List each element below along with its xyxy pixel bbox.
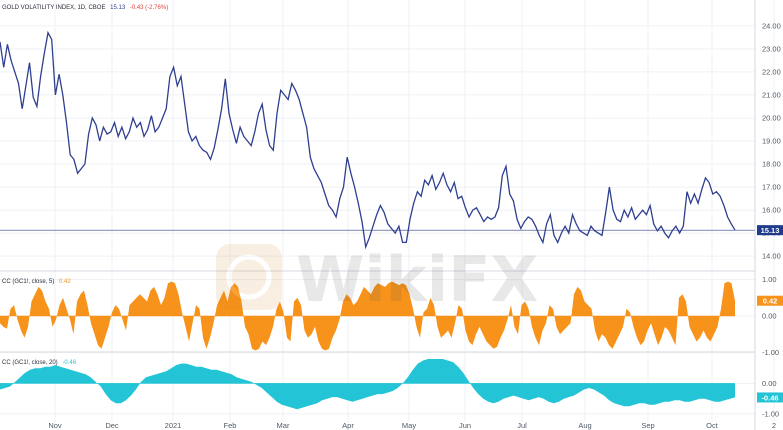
y-tick-label: 22.00 (762, 67, 781, 76)
y-tick-label: 19.00 (762, 137, 781, 146)
time-axis[interactable]: Nov Dec 2021 Feb Mar Apr May Jun Jul Aug Sep Oct 2 (48, 421, 776, 430)
cc5-legend: CC (GC1!, close, 5) 0.42 (2, 279, 71, 285)
y-tick-label: -1.00 (762, 409, 779, 418)
x-tick-label: Jul (517, 421, 527, 430)
last-value-label: 15.13 (761, 226, 780, 235)
price-line (0, 30, 736, 250)
y-tick-label: 21.00 (762, 90, 781, 99)
x-tick-label: Nov (48, 421, 62, 430)
last-value-tag (757, 295, 783, 306)
y-tick-label: 23.00 (762, 44, 781, 53)
x-tick-label: Oct (706, 421, 719, 430)
price-pane[interactable] (0, 30, 755, 250)
x-tick-label: Apr (342, 421, 354, 430)
y-tick-label: 16.00 (762, 206, 781, 215)
y-tick-label: 0.00 (762, 379, 777, 388)
x-tick-label: 2021 (165, 421, 182, 430)
y-tick-label: 20.00 (762, 113, 781, 122)
last-value-tag (757, 392, 783, 403)
x-tick-label: Jun (459, 421, 471, 430)
x-tick-label: 2 (772, 421, 776, 430)
y-tick-label: 1.00 (762, 275, 777, 284)
x-tick-label: Dec (105, 421, 119, 430)
y-tick-label: -1.00 (762, 348, 779, 357)
wikifx-watermark: WikiFX (216, 243, 538, 316)
y-tick-label: 18.00 (762, 160, 781, 169)
y-tick-label: 14.00 (762, 252, 781, 261)
area-fill (0, 359, 735, 410)
x-tick-label: May (402, 421, 416, 430)
cc20-pane[interactable] (0, 359, 735, 410)
x-tick-label: Aug (578, 421, 591, 430)
x-tick-label: Feb (224, 421, 237, 430)
symbol-legend: GOLD VOLATILITY INDEX, 1D, CBOE 15.13 -0… (2, 5, 168, 11)
last-value-label: 0.42 (763, 297, 778, 306)
cc20-legend: CC (GC1!, close, 20) -0.46 (2, 360, 77, 366)
y-tick-label: 24.00 (762, 21, 781, 30)
y-tick-label: 0.00 (762, 312, 777, 321)
wikifx-logo-icon (216, 244, 282, 310)
watermark-text: WikiFX (296, 243, 538, 316)
last-value-tag (757, 225, 783, 236)
x-tick-label: Sep (641, 421, 654, 430)
last-value-label: -0.46 (761, 393, 778, 402)
price-axis[interactable]: 24.00 23.00 22.00 21.00 20.00 19.00 18.00 17.00… (757, 21, 783, 418)
grid-lines (0, 0, 775, 422)
x-tick-label: Mar (277, 421, 290, 430)
cc5-pane[interactable] (0, 281, 735, 351)
y-tick-label: 17.00 (762, 183, 781, 192)
